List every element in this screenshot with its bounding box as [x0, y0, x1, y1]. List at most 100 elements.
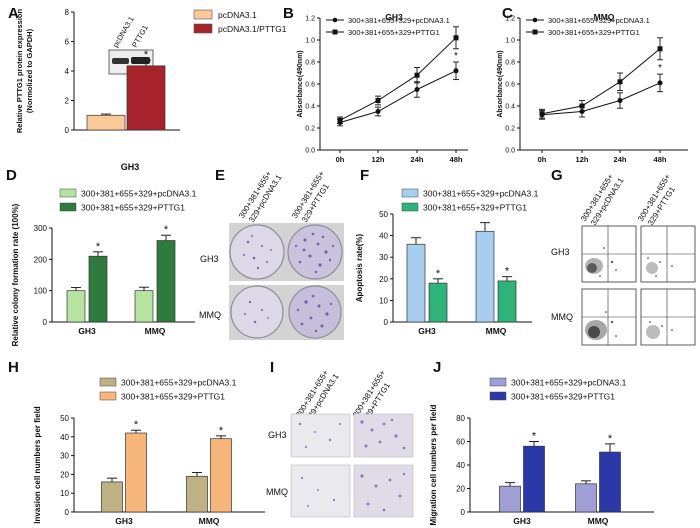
y-tick-label: 40: [60, 433, 69, 442]
panel-letter-j: J: [433, 359, 441, 376]
y-tick-label: 10: [60, 489, 69, 498]
x-tick-label: 24h: [411, 155, 424, 164]
data-point: [539, 111, 545, 117]
y-tick-label: 0.4: [505, 104, 515, 111]
y-tick-label: 30: [60, 452, 69, 461]
data-point: [337, 117, 343, 123]
x-tick-label: 48h: [450, 155, 463, 164]
panel-letter-b: B: [283, 5, 294, 22]
legend-marker: [332, 17, 338, 23]
panel-letter-e: E: [215, 167, 225, 184]
legend-label: 300+381+655+329+PTTG1: [348, 28, 440, 37]
bar: [66, 290, 86, 323]
panel-letter-h: H: [8, 359, 19, 376]
bar: [575, 483, 597, 513]
blot-band: [112, 58, 129, 64]
panel-letter-i: I: [270, 359, 274, 376]
y-axis-label: (Normolized to GAPDH): [25, 28, 34, 113]
legend-label-pttg1: pcDNA3.1/PTTG1: [218, 24, 287, 34]
y-tick-label: 0.8: [505, 60, 515, 67]
significance-marker: *: [658, 63, 662, 74]
x-tick-label: 12h: [372, 155, 385, 164]
transwell-cells: [298, 418, 406, 512]
legend-label: 300+381+655+329+pcDNA3.1: [548, 16, 650, 25]
x-axis-label: GH3: [121, 162, 140, 172]
chart-d-colony-formation: 0 100 200 300 Relative colony formation rate…: [11, 189, 197, 347]
x-tick-label: MMQ: [486, 326, 507, 336]
chart-j-migration: 0 20 40 60 80 Migration cell numbers per fiel…: [429, 377, 654, 526]
panel-letter-a: A: [8, 5, 19, 22]
legend-swatch: [401, 202, 419, 212]
legend-label: 300+381+655+329+PTTG1: [81, 203, 185, 213]
panel-letter-d: D: [6, 167, 17, 184]
x-tick-label: MMQ: [588, 516, 609, 526]
data-point: [657, 80, 663, 86]
panel-e-images: 300+381+655+ 329+pcDNA3.1 300+381+655+ 3…: [199, 169, 344, 340]
bar: [599, 451, 621, 513]
y-tick-label: 0: [461, 508, 466, 517]
legend-label: 300+381+655+329+PTTG1: [511, 392, 615, 402]
x-tick-label: GH3: [78, 326, 96, 336]
series-line: [541, 82, 661, 116]
row-label-gh3: GH3: [200, 254, 219, 264]
chart-c-mmq-absorbance: 0.0 0.2 0.4 0.6 0.8 1.0 1.2 0h 12h 24h 48h Absorban…: [497, 12, 688, 164]
legend-swatch: [99, 391, 117, 401]
data-point: [657, 46, 663, 52]
chart-b-gh3-absorbance: 0.0 0.2 0.4 0.6 0.8 1.0 1.2 0h 12h 24h 48h Absorban…: [297, 12, 468, 164]
bar: [88, 255, 108, 323]
transwell-image: [353, 413, 414, 458]
y-axis-label: Invasion cell numbers per field: [33, 406, 42, 523]
bar: [406, 243, 426, 323]
panel-a-legend: pcDNA3.1 pcDNA3.1/PTTG1: [193, 9, 287, 34]
colony-dish: [230, 285, 284, 339]
legend-swatch-pcdna: [193, 9, 213, 20]
y-tick-label: 0.4: [305, 104, 315, 111]
panel-letter-f: F: [360, 167, 369, 184]
data-point: [375, 98, 381, 103]
legend-marker: [332, 29, 338, 35]
data-point: [375, 109, 381, 114]
y-tick-label: 0.2: [305, 126, 315, 133]
y-tick-label: 0: [384, 318, 389, 327]
legend-swatch: [489, 377, 507, 387]
y-tick-label: 20: [60, 470, 69, 479]
bar: [101, 481, 123, 513]
x-tick-label: GH3: [115, 516, 133, 526]
panel-letters: A B C D E F G H I J: [6, 5, 563, 376]
y-tick-label: 0.6: [305, 82, 315, 89]
chart-h-invasion: 0 10 20 30 40 50 Invasion cell numbers per fie…: [33, 378, 265, 526]
y-tick-label: 4: [65, 67, 70, 76]
significance-marker: *: [219, 425, 224, 437]
legend-label: 300+381+655+329+pcDNA3.1: [81, 189, 197, 199]
bar: [523, 445, 545, 513]
y-tick-label: 1.0: [505, 38, 515, 45]
panel-letter-c: C: [502, 5, 513, 22]
y-tick-label: 1.0: [305, 38, 315, 45]
significance-marker: *: [134, 419, 139, 431]
row-label-gh3: GH3: [551, 247, 570, 257]
bar: [134, 290, 154, 323]
chart-a-pttg1-expression: 0 2 4 6 8 Relative PTTG1 protein expression (N…: [15, 8, 180, 172]
y-tick-label: 0.8: [305, 60, 315, 67]
row-label-gh3: GH3: [268, 430, 287, 440]
legend-swatch: [59, 202, 77, 212]
panel-i-images: 300+381+655+ 329+pcDNA3.1 300+381+655+ 3…: [266, 368, 414, 518]
legend-marker: [532, 29, 538, 35]
x-tick-label: GH3: [513, 516, 531, 526]
data-point: [414, 87, 420, 92]
colony-dots: [243, 232, 335, 274]
data-point: [453, 35, 459, 41]
x-tick-label: MMQ: [199, 516, 220, 526]
panel-letter-g: G: [551, 167, 563, 184]
y-tick-label: 0.6: [505, 82, 515, 89]
data-point: [617, 79, 623, 85]
significance-marker: *: [532, 431, 537, 443]
y-tick-label: 0.0: [505, 148, 515, 155]
bar: [475, 230, 495, 323]
y-tick-label: 20: [379, 275, 388, 284]
y-tick-label: 40: [379, 232, 388, 241]
significance-marker: *: [144, 49, 149, 61]
y-tick-label: 50: [60, 414, 69, 423]
y-tick-label: 30: [379, 253, 388, 262]
bar: [125, 432, 147, 513]
